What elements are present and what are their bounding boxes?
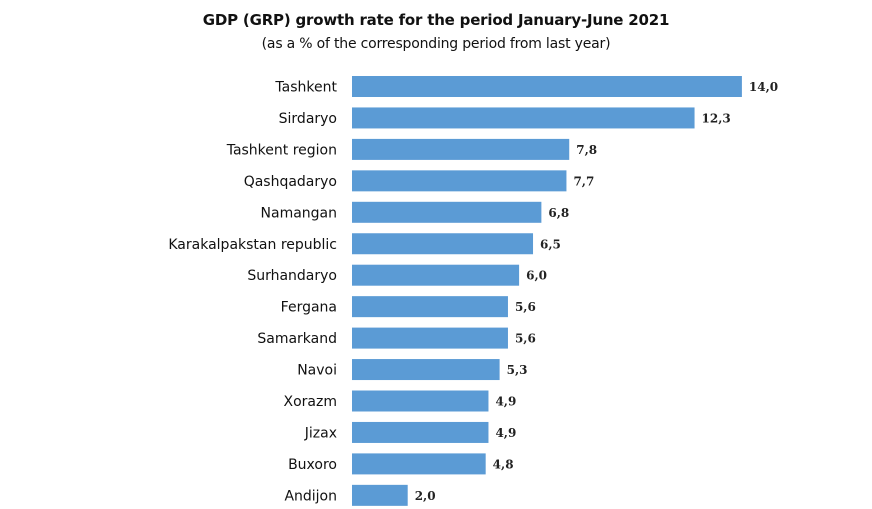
data-label: 12,3 — [702, 111, 731, 125]
bar — [352, 170, 567, 192]
category-label: Jizax — [304, 425, 337, 441]
category-label: Andijon — [284, 488, 337, 504]
data-label: 2,0 — [415, 489, 436, 503]
category-label: Namangan — [261, 205, 337, 221]
bar — [352, 390, 489, 412]
category-label: Samarkand — [257, 331, 337, 347]
data-label: 5,6 — [515, 300, 536, 314]
bar — [352, 453, 486, 475]
bar — [352, 359, 500, 381]
bar — [352, 484, 408, 506]
data-label: 5,3 — [507, 363, 528, 377]
bar — [352, 327, 508, 349]
bar — [352, 264, 520, 286]
data-label: 6,0 — [526, 269, 547, 283]
data-label: 4,8 — [493, 457, 514, 471]
data-label: 7,7 — [573, 174, 594, 188]
bar — [352, 296, 508, 318]
category-label: Tashkent region — [226, 142, 337, 158]
category-label: Karakalpakstan republic — [168, 237, 337, 253]
category-label: Buxoro — [288, 457, 337, 473]
bar — [352, 107, 695, 129]
category-label: Qashqadaryo — [244, 174, 337, 190]
category-label: Tashkent — [274, 80, 337, 96]
category-label: Surhandaryo — [247, 268, 337, 284]
bar — [352, 201, 542, 223]
category-label: Navoi — [297, 363, 337, 379]
chart-subtitle: (as a % of the corresponding period from… — [261, 36, 611, 52]
bar — [352, 76, 742, 97]
category-label: Fergana — [281, 300, 337, 316]
category-label: Xorazm — [284, 394, 337, 410]
chart-title: GDP (GRP) growth rate for the period Jan… — [202, 11, 670, 29]
bar — [352, 233, 534, 255]
data-label: 14,0 — [749, 80, 778, 94]
category-label: Sirdaryo — [279, 111, 337, 127]
data-label: 6,5 — [540, 237, 561, 251]
bar — [352, 421, 489, 443]
data-label: 5,6 — [515, 332, 536, 346]
bar — [352, 138, 570, 160]
data-label: 4,9 — [495, 395, 516, 409]
data-label: 7,8 — [576, 143, 597, 157]
data-label: 4,9 — [495, 426, 516, 440]
data-label: 6,8 — [548, 206, 569, 220]
bars-group: Tashkent 14,0 Sirdaryo 12,3 Tashkent region 7… — [168, 76, 778, 506]
